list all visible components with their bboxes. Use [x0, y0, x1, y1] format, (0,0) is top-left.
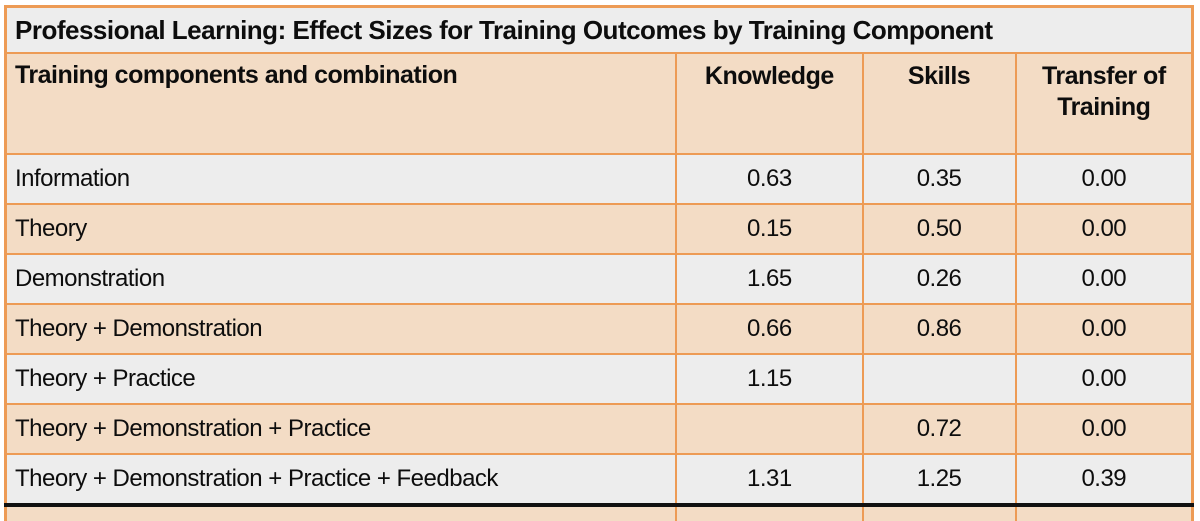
row-label: Information [4, 153, 678, 205]
row-label: Theory + Practice [4, 353, 678, 405]
transfer-value: 0.00 [1014, 253, 1194, 305]
knowledge-value: 1.15 [675, 353, 864, 405]
table-row-theory-demonstration: Theory + Demonstration 0.66 0.86 0.00 [4, 303, 1194, 355]
table-row-theory-practice: Theory + Practice 1.15 0.00 [4, 353, 1194, 405]
table-title-row: Professional Learning: Effect Sizes for … [4, 5, 1194, 54]
knowledge-value: 1.65 [675, 253, 864, 305]
table-row-information: Information 0.63 0.35 0.00 [4, 153, 1194, 205]
table-title: Professional Learning: Effect Sizes for … [4, 5, 1194, 54]
row-label: Demonstration [4, 253, 678, 305]
skills-value: 0.26 [861, 253, 1017, 305]
knowledge-value [675, 403, 864, 455]
skills-value: 0.50 [861, 203, 1017, 255]
skills-value: 0.35 [861, 153, 1017, 205]
col-header-components: Training components and combination [4, 52, 678, 155]
clipped-cell [1014, 503, 1194, 521]
transfer-value: 0.39 [1014, 453, 1194, 506]
effect-sizes-table: Professional Learning: Effect Sizes for … [4, 5, 1194, 521]
transfer-value: 0.00 [1014, 303, 1194, 355]
row-label: Theory + Demonstration + Practice [4, 403, 678, 455]
row-label: Theory [4, 203, 678, 255]
skills-value: 0.86 [861, 303, 1017, 355]
table-row-clipped [4, 503, 1194, 521]
row-label: Theory + Demonstration [4, 303, 678, 355]
clipped-cell [861, 503, 1017, 521]
row-label: Theory + Demonstration + Practice + Feed… [4, 453, 678, 506]
knowledge-value: 0.66 [675, 303, 864, 355]
transfer-value: 0.00 [1014, 403, 1194, 455]
knowledge-value: 0.15 [675, 203, 864, 255]
knowledge-value: 0.63 [675, 153, 864, 205]
transfer-value: 0.00 [1014, 203, 1194, 255]
col-header-knowledge: Knowledge [675, 52, 864, 155]
col-header-transfer: Transfer of Training [1014, 52, 1194, 155]
transfer-value: 0.00 [1014, 353, 1194, 405]
table-row-theory: Theory 0.15 0.50 0.00 [4, 203, 1194, 255]
transfer-value: 0.00 [1014, 153, 1194, 205]
skills-value: 1.25 [861, 453, 1017, 506]
table-row-theory-demonstration-practice-feedback: Theory + Demonstration + Practice + Feed… [4, 453, 1194, 506]
clipped-cell [675, 503, 864, 521]
table-row-demonstration: Demonstration 1.65 0.26 0.00 [4, 253, 1194, 305]
table-row-theory-demonstration-practice: Theory + Demonstration + Practice 0.72 0… [4, 403, 1194, 455]
skills-value [861, 353, 1017, 405]
clipped-cell [4, 503, 678, 521]
table-header-row: Training components and combination Know… [4, 52, 1194, 155]
skills-value: 0.72 [861, 403, 1017, 455]
col-header-skills: Skills [861, 52, 1017, 155]
knowledge-value: 1.31 [675, 453, 864, 506]
